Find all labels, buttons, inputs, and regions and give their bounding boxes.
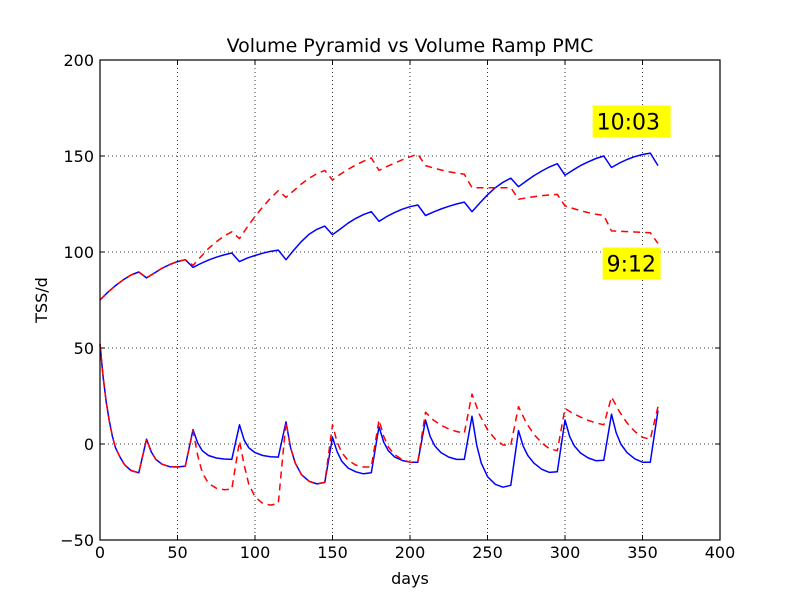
y-tick-label: 200 [63,51,94,70]
x-tick-label: 200 [395,543,426,562]
x-tick-label: 150 [317,543,348,562]
y-tick-label: 50 [74,339,94,358]
y-tick-label: 100 [63,243,94,262]
y-axis-label: TSS/d [32,277,51,324]
series-lines [99,152,659,506]
x-tick-label: 300 [550,543,581,562]
x-tick-label: 400 [705,543,736,562]
series-line-volume-pyramid-ctl [99,153,659,301]
x-axis-label: days [391,569,429,588]
y-tick-label: −50 [60,531,94,550]
x-tick-label: 50 [167,543,187,562]
annotation-label: 9:12 [607,253,656,278]
x-tick-label: 100 [240,543,271,562]
annotation-label: 10:03 [597,110,660,135]
chart-title: Volume Pyramid vs Volume Ramp PMC [227,35,594,57]
annotations: 10:03 9:12 [592,105,671,280]
x-tick-label: 0 [95,543,105,562]
y-tick-label: 150 [63,147,94,166]
y-tick-label: 0 [84,435,94,454]
x-tick-label: 250 [472,543,503,562]
series-line-volume-ramp-ctl [99,152,659,301]
annotation-box [602,247,661,280]
annotation-box [592,105,671,138]
x-tick-label: 350 [627,543,658,562]
